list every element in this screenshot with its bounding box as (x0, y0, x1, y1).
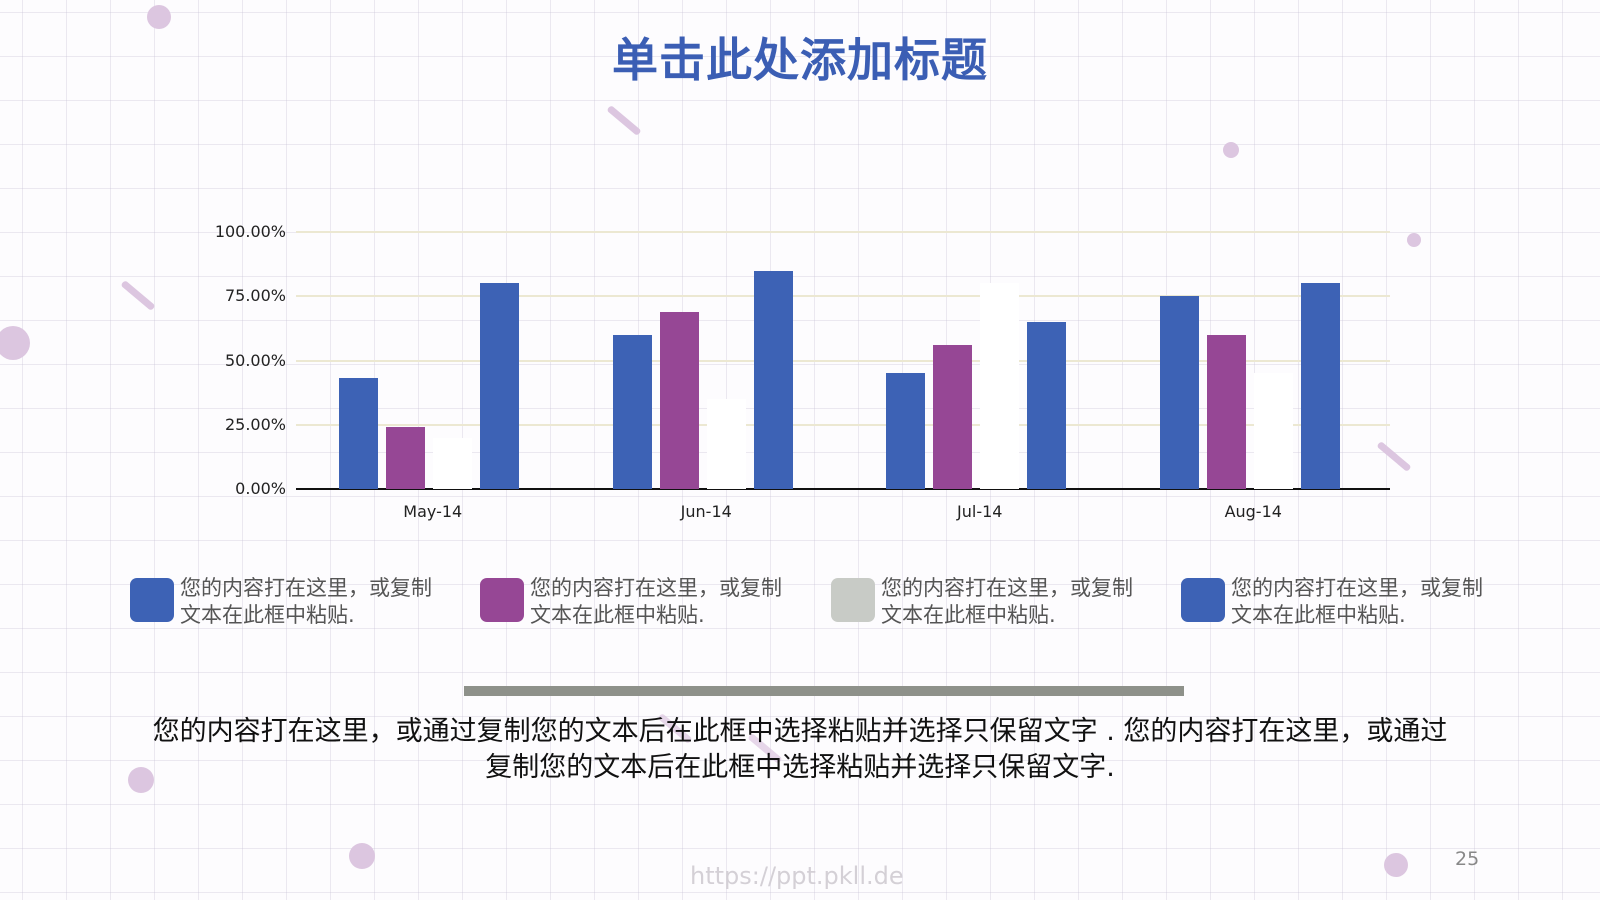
legend-label: 您的内容打在这里，或复制文本在此框中粘贴. (530, 576, 782, 627)
body-text[interactable]: 您的内容打在这里，或通过复制您的文本后在此框中选择粘贴并选择只保留文字 . 您的… (152, 716, 1448, 783)
gridline (296, 231, 1390, 233)
chart-bar[interactable] (1206, 334, 1246, 489)
divider-bar (464, 686, 1184, 696)
y-axis-tick: 25.00% (224, 414, 286, 434)
y-axis-tick: 50.00% (224, 350, 286, 370)
x-axis-tick: May-14 (403, 502, 463, 521)
decor-dot (147, 5, 171, 29)
x-axis-line (296, 488, 1390, 490)
x-axis-tick: Jul-14 (957, 502, 1003, 521)
legend-item[interactable]: 您的内容打在这里，或复制文本在此框中粘贴. (1181, 575, 1491, 629)
legend-label: 您的内容打在这里，或复制文本在此框中粘贴. (1231, 576, 1483, 627)
chart-bar[interactable] (480, 283, 519, 489)
gridline (296, 423, 1390, 426)
y-axis-tick: 100.00% (214, 222, 286, 241)
chart-bar[interactable] (433, 437, 472, 489)
chart-bar[interactable] (1159, 296, 1199, 489)
y-axis-tick: 0.00% (235, 479, 286, 498)
legend-item[interactable]: 您的内容打在这里，或复制文本在此框中粘贴. (831, 575, 1141, 629)
decor-dash (120, 279, 156, 312)
decor-dot (128, 767, 154, 793)
legend-label: 您的内容打在这里，或复制文本在此框中粘贴. (180, 576, 432, 627)
legend-swatch (1181, 578, 1225, 622)
decor-dot (1407, 233, 1421, 247)
decor-dot (0, 326, 30, 360)
chart-bar[interactable] (1253, 373, 1293, 489)
legend-swatch (831, 578, 875, 622)
gridline (296, 295, 1390, 298)
chart-bar[interactable] (386, 427, 425, 489)
decor-dot (349, 843, 375, 869)
x-axis-tick: Aug-14 (1224, 502, 1282, 521)
chart-bar[interactable] (612, 334, 652, 489)
decor-dot (1384, 853, 1408, 877)
chart-bar[interactable] (1300, 283, 1340, 489)
slide-title[interactable]: 单击此处添加标题 (612, 33, 988, 87)
legend-swatch (130, 578, 174, 622)
legend-item[interactable]: 您的内容打在这里，或复制文本在此框中粘贴. (130, 575, 440, 629)
x-axis-tick: Jun-14 (680, 502, 732, 521)
legend-label: 您的内容打在这里，或复制文本在此框中粘贴. (881, 576, 1133, 627)
chart-bar[interactable] (706, 399, 746, 489)
chart-bar[interactable] (659, 311, 699, 489)
chart-bar[interactable] (886, 373, 925, 489)
legend-item[interactable]: 您的内容打在这里，或复制文本在此框中粘贴. (480, 575, 790, 629)
chart-bar[interactable] (933, 345, 972, 489)
legend-swatch (480, 578, 524, 622)
y-axis-tick: 75.00% (224, 286, 286, 306)
chart-bar[interactable] (980, 283, 1019, 489)
decor-dot (1223, 142, 1239, 158)
chart-bar[interactable] (339, 378, 378, 489)
page-number: 25 (1455, 848, 1480, 870)
watermark: https://ppt.pkll.de (690, 862, 904, 890)
chart-bar[interactable] (1027, 321, 1066, 489)
decor-dash (606, 104, 642, 137)
bar-chart: 100.00% 75.00% 50.00% 25.00% 0.00% May-14 Jun-… (200, 220, 1400, 540)
gridline (296, 359, 1390, 362)
chart-bar[interactable] (753, 270, 793, 489)
